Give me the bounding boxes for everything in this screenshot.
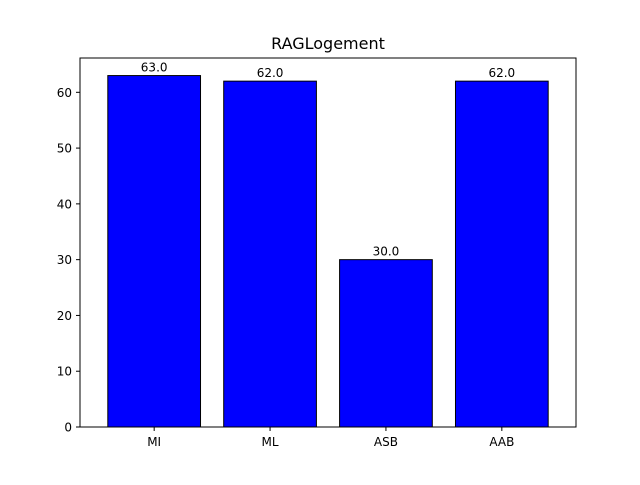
data-label-asb: 30.0: [373, 245, 400, 259]
y-tick-label-50: 50: [57, 142, 72, 156]
x-tick-label-mi: MI: [147, 435, 161, 449]
chart-title: RAGLogement: [271, 34, 385, 53]
bar-mi: [107, 75, 202, 428]
bar-aab: [454, 80, 549, 428]
y-tick-label-30: 30: [57, 253, 72, 267]
axes-layer: MI ML ASB AAB 0 10 20 30 40 50 60: [57, 57, 577, 449]
x-tick-label-asb: ASB: [374, 435, 398, 449]
x-tick-label-ml: ML: [262, 435, 279, 449]
data-label-aab: 62.0: [488, 66, 515, 80]
data-label-ml: 62.0: [257, 66, 284, 80]
x-tick-label-aab: AAB: [489, 435, 514, 449]
y-tick-label-20: 20: [57, 309, 72, 323]
y-tick-label-60: 60: [57, 86, 72, 100]
bar-ml: [223, 80, 317, 428]
bars-layer: 63.0 62.0 30.0 62.0: [107, 61, 549, 428]
data-label-mi: 63.0: [141, 61, 168, 75]
bar-asb: [339, 259, 433, 428]
y-tick-label-40: 40: [57, 197, 72, 211]
plot-frame: [79, 57, 577, 428]
y-tick-label-0: 0: [64, 421, 72, 435]
y-tick-label-10: 10: [57, 365, 72, 379]
